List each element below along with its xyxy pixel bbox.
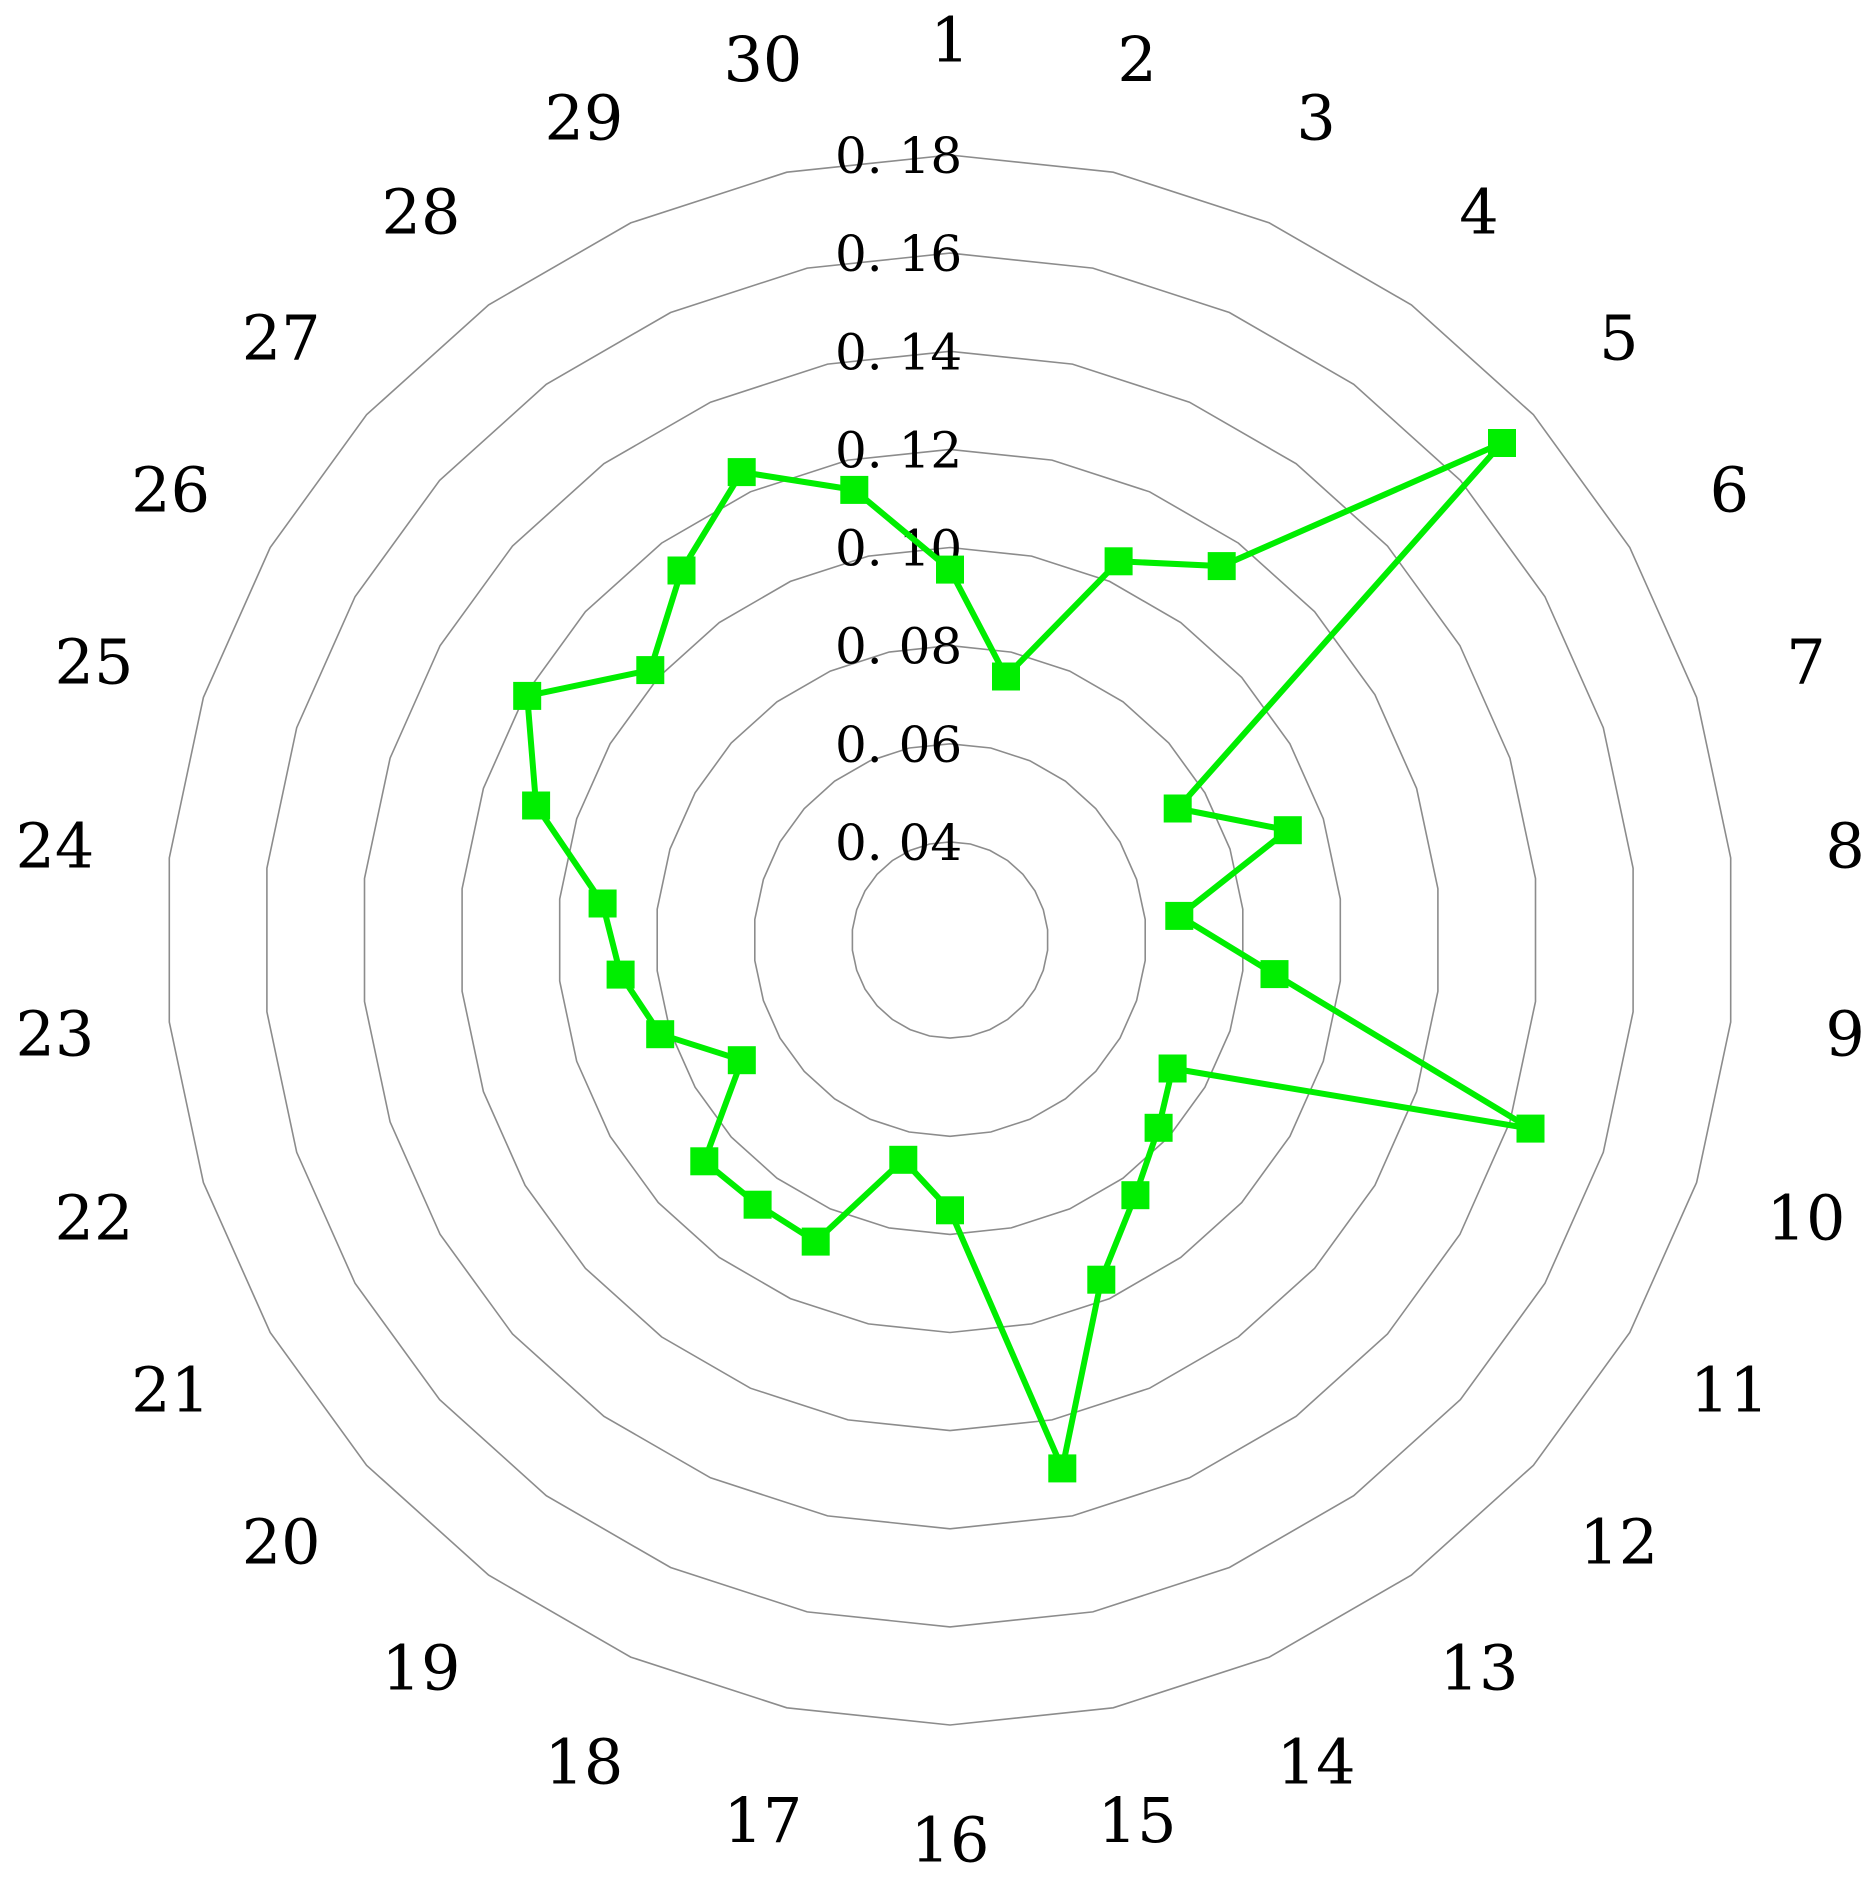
- radial-tick-labels: 0. 040. 060. 080. 100. 120. 140. 160. 18: [835, 127, 962, 872]
- data-point-19: [743, 1190, 772, 1219]
- category-label-4: 4: [1459, 175, 1498, 248]
- category-label-10: 10: [1767, 1182, 1846, 1255]
- category-label-15: 15: [1098, 1784, 1177, 1857]
- category-label-28: 28: [382, 175, 461, 248]
- tick-label-7: 0. 16: [835, 225, 962, 283]
- category-label-5: 5: [1599, 301, 1638, 374]
- data-point-14: [1087, 1265, 1116, 1294]
- category-label-22: 22: [55, 1182, 134, 1255]
- category-label-1: 1: [930, 4, 969, 77]
- data-point-12: [1144, 1113, 1173, 1142]
- tick-label-6: 0. 14: [835, 323, 962, 381]
- data-point-15: [1048, 1454, 1077, 1483]
- data-point-2: [992, 662, 1020, 691]
- data-point-16: [936, 1196, 964, 1225]
- data-point-7: [1273, 816, 1302, 845]
- data-point-27: [636, 656, 665, 685]
- data-point-22: [646, 1020, 675, 1049]
- data-point-9: [1260, 960, 1289, 989]
- data-point-5: [1488, 429, 1516, 457]
- grid-ring-2: [753, 742, 1146, 1138]
- category-label-21: 21: [131, 1354, 210, 1427]
- category-label-14: 14: [1277, 1726, 1356, 1799]
- data-point-28: [667, 556, 696, 585]
- category-label-19: 19: [382, 1632, 461, 1705]
- category-label-27: 27: [242, 301, 321, 374]
- data-point-20: [690, 1147, 719, 1176]
- grid-ring-6: [363, 350, 1537, 1530]
- category-label-25: 25: [55, 625, 134, 698]
- tick-label-1: 0. 04: [835, 814, 962, 872]
- data-point-17: [889, 1145, 918, 1174]
- data-point-11: [1158, 1054, 1187, 1083]
- category-labels: 1 234567891011121314151617181920212223242…: [15, 4, 1864, 1877]
- grid-ring-7: [266, 252, 1634, 1628]
- grid-ring-5: [461, 448, 1439, 1432]
- tick-label-2: 0. 06: [835, 716, 962, 774]
- data-point-24: [588, 889, 617, 918]
- grid-ring-8: [168, 154, 1732, 1726]
- data-point-4: [1207, 552, 1236, 581]
- data-point-18: [801, 1227, 830, 1256]
- tick-label-8: 0. 18: [835, 127, 962, 185]
- category-label-30: 30: [723, 23, 802, 96]
- grid-ring-3: [656, 644, 1244, 1236]
- data-point-21: [727, 1046, 756, 1075]
- data-point-23: [606, 960, 635, 989]
- data-point-6: [1163, 794, 1192, 823]
- data-point-29: [727, 458, 756, 487]
- category-label-17: 17: [723, 1784, 802, 1857]
- series-line-1: [524, 440, 1534, 1472]
- category-label-2: 2: [1117, 23, 1156, 96]
- category-label-29: 29: [544, 81, 623, 154]
- data-point-30: [840, 475, 869, 504]
- category-label-11: 11: [1690, 1354, 1769, 1427]
- data-point-3: [1104, 547, 1133, 576]
- data-point-13: [1121, 1181, 1150, 1210]
- category-label-20: 20: [242, 1506, 321, 1579]
- data-point-26: [513, 681, 542, 710]
- category-label-9: 9: [1825, 998, 1864, 1071]
- category-label-7: 7: [1786, 625, 1825, 698]
- category-label-6: 6: [1710, 454, 1749, 527]
- category-label-26: 26: [131, 454, 210, 527]
- category-label-16: 16: [911, 1804, 990, 1877]
- tick-label-5: 0. 12: [835, 421, 962, 479]
- tick-label-3: 0. 08: [835, 618, 962, 676]
- category-label-12: 12: [1579, 1506, 1658, 1579]
- category-label-13: 13: [1440, 1632, 1519, 1705]
- data-series: [513, 429, 1545, 1483]
- grid-ring-1: [851, 841, 1049, 1039]
- grid-ring-4: [558, 546, 1342, 1334]
- radar-grid: [168, 154, 1732, 1726]
- data-point-1: [936, 555, 964, 584]
- data-point-8: [1165, 901, 1194, 930]
- category-label-3: 3: [1296, 81, 1335, 154]
- category-label-8: 8: [1825, 809, 1864, 882]
- data-point-25: [522, 791, 551, 820]
- category-label-18: 18: [544, 1726, 623, 1799]
- data-point-10: [1516, 1114, 1545, 1143]
- category-label-24: 24: [15, 809, 94, 882]
- category-label-23: 23: [15, 998, 94, 1071]
